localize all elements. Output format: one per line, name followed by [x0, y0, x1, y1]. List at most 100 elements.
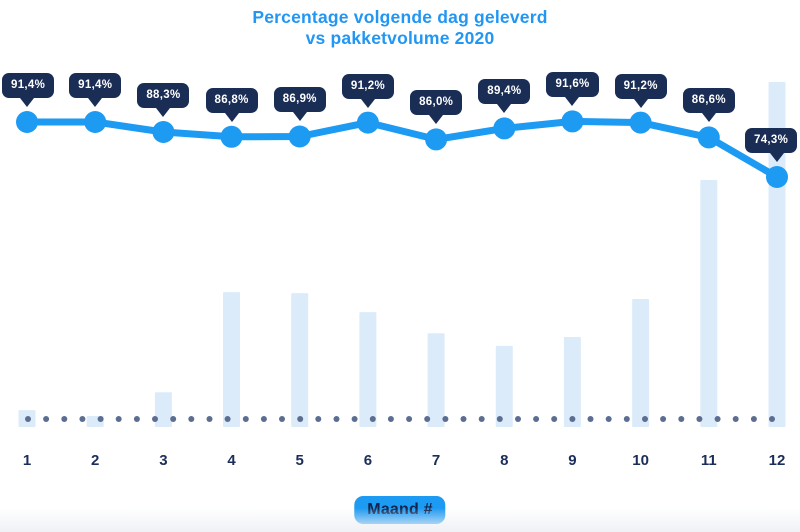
data-point-5[interactable] [288, 125, 311, 148]
data-label-4: 86,8% [205, 87, 258, 122]
baseline-dot [43, 416, 50, 422]
x-tick-9: 9 [568, 452, 577, 469]
baseline-dot [732, 416, 739, 422]
volume-bar-10[interactable] [632, 299, 650, 427]
baseline-dot [460, 416, 467, 422]
baseline-dot [623, 416, 630, 422]
volume-bar-3[interactable] [154, 392, 172, 427]
data-label-pointer [156, 107, 171, 117]
baseline-dot [660, 416, 667, 422]
data-point-12[interactable] [766, 166, 788, 188]
data-label-11: 86,6% [682, 88, 735, 123]
baseline-dot [678, 416, 685, 422]
x-tick-10: 10 [632, 452, 649, 469]
data-label-6: 91,2% [341, 73, 394, 108]
baseline-dot [25, 416, 31, 422]
x-tick-8: 8 [500, 452, 509, 469]
baseline-dot [769, 416, 775, 422]
data-point-11[interactable] [697, 126, 720, 149]
baseline-dot [152, 416, 158, 422]
baseline-dot [79, 416, 86, 422]
x-tick-3: 3 [159, 452, 168, 469]
baseline-dot [496, 416, 503, 422]
baseline-dot [369, 416, 376, 422]
data-point-7[interactable] [425, 128, 448, 151]
baseline-dot [97, 416, 104, 422]
volume-bar-5[interactable] [291, 293, 309, 427]
baseline-dot [587, 416, 594, 422]
chart-title: Percentage volgende dag geleverd vs pakk… [0, 7, 800, 49]
data-point-3[interactable] [152, 121, 175, 143]
baseline-dot [478, 416, 485, 422]
volume-bar-7[interactable] [427, 333, 445, 427]
baseline-dot [424, 416, 431, 422]
baseline-dot [605, 416, 612, 422]
baseline-dot [333, 416, 340, 422]
data-point-8[interactable] [493, 117, 516, 140]
data-label-1: 91,4% [2, 73, 55, 107]
baseline-dot [133, 416, 140, 422]
data-label-2: 91,4% [69, 73, 122, 107]
baseline-dot [170, 416, 177, 422]
data-point-2[interactable] [84, 111, 107, 133]
baseline-dot [115, 416, 122, 422]
volume-bar-6[interactable] [359, 312, 377, 427]
data-point-9[interactable] [561, 110, 584, 133]
data-label-pointer [429, 115, 444, 125]
data-label-pointer [565, 97, 580, 107]
baseline-dot [714, 416, 721, 422]
volume-bar-8[interactable] [495, 345, 513, 427]
baseline-dot [696, 416, 703, 422]
chart-title-line-2: vs pakketvolume 2020 [305, 28, 495, 48]
baseline-dot [406, 416, 413, 422]
month-axis-button[interactable]: Maand # [354, 496, 446, 524]
baseline-dot [387, 416, 394, 422]
baseline-dot [224, 416, 231, 422]
data-label-pointer [292, 112, 307, 122]
plot-area [16, 82, 788, 427]
data-point-6[interactable] [356, 111, 379, 134]
baseline-dot [750, 416, 757, 422]
data-label-pointer [20, 98, 34, 107]
data-label-pointer [497, 104, 512, 114]
data-label-pointer [88, 98, 103, 107]
baseline-dot [297, 416, 304, 422]
data-label-9: 91,6% [546, 72, 599, 107]
volume-bar-9[interactable] [563, 337, 581, 427]
baseline-dot [279, 416, 285, 422]
data-label-8: 89,4% [478, 79, 531, 114]
baseline-dot [351, 416, 358, 422]
data-label-12: 74,3% [745, 128, 798, 162]
baseline-dot [642, 416, 648, 422]
x-tick-12: 12 [768, 452, 786, 469]
baseline-dot [315, 416, 322, 422]
chart-title-line-1: Percentage volgende dag geleverd [252, 7, 548, 27]
data-label-3: 88,3% [137, 82, 190, 117]
data-label-7: 86,0% [410, 90, 463, 125]
data-label-pointer [633, 98, 648, 108]
data-point-4[interactable] [220, 125, 243, 148]
baseline-dot [515, 416, 521, 422]
volume-bar-11[interactable] [700, 180, 718, 427]
x-tick-11: 11 [700, 452, 717, 469]
x-tick-5: 5 [295, 452, 304, 469]
x-tick-7: 7 [431, 452, 441, 469]
baseline-dot [242, 416, 249, 422]
baseline-dot [206, 416, 213, 422]
x-tick-4: 4 [227, 452, 236, 469]
volume-bar-4[interactable] [223, 292, 240, 427]
baseline-dot [188, 416, 195, 422]
x-tick-2: 2 [91, 452, 100, 469]
data-label-pointer [769, 153, 784, 162]
data-label-pointer [701, 113, 716, 123]
data-point-1[interactable] [16, 111, 38, 133]
data-point-10[interactable] [629, 111, 652, 134]
x-tick-6: 6 [363, 452, 373, 469]
data-label-5: 86,9% [273, 87, 326, 122]
data-label-10: 91,2% [614, 73, 667, 108]
baseline-dot [260, 416, 267, 422]
delivery-percentage-line [23, 117, 781, 181]
baseline-dot [551, 416, 558, 422]
baseline-dot [569, 416, 576, 422]
